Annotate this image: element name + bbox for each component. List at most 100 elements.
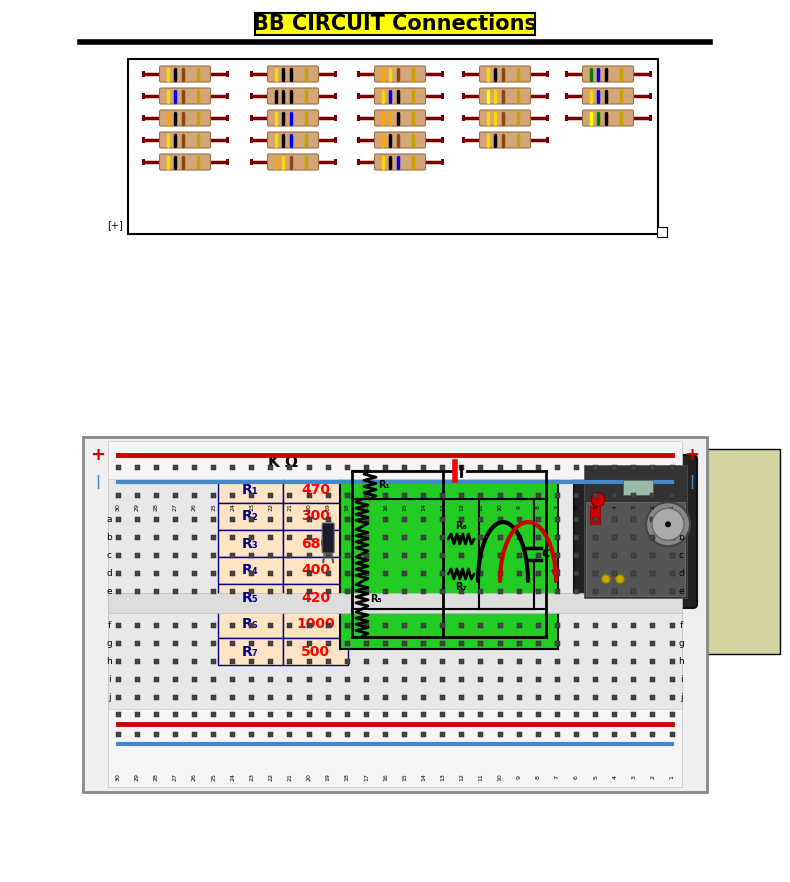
Bar bbox=[402, 731, 407, 736]
Text: 500: 500 bbox=[301, 645, 330, 659]
Bar bbox=[230, 731, 235, 736]
Bar bbox=[565, 93, 567, 99]
Bar bbox=[288, 731, 292, 736]
Bar bbox=[612, 588, 617, 594]
Bar bbox=[249, 517, 254, 521]
Bar bbox=[612, 640, 617, 646]
Bar bbox=[574, 517, 579, 521]
Bar bbox=[325, 492, 331, 497]
Text: b: b bbox=[678, 533, 684, 542]
Bar bbox=[383, 640, 388, 646]
Bar bbox=[134, 659, 140, 663]
Bar bbox=[307, 492, 311, 497]
Bar bbox=[498, 731, 502, 736]
Bar bbox=[173, 676, 178, 682]
Bar bbox=[211, 676, 216, 682]
Bar bbox=[669, 465, 675, 469]
Text: 30: 30 bbox=[115, 773, 121, 781]
Text: 20: 20 bbox=[307, 773, 311, 781]
Bar bbox=[555, 534, 560, 540]
Bar bbox=[574, 552, 579, 557]
Circle shape bbox=[591, 493, 605, 506]
Text: 16: 16 bbox=[383, 774, 388, 781]
Bar bbox=[479, 534, 483, 540]
Bar bbox=[593, 517, 598, 521]
FancyBboxPatch shape bbox=[255, 13, 535, 35]
Bar bbox=[269, 465, 273, 469]
Text: c: c bbox=[107, 550, 111, 559]
Bar bbox=[612, 465, 617, 469]
Bar bbox=[402, 676, 407, 682]
Bar bbox=[269, 588, 273, 594]
Bar bbox=[650, 659, 656, 663]
Bar bbox=[192, 492, 197, 497]
Text: +: + bbox=[91, 446, 106, 464]
Bar bbox=[459, 731, 465, 736]
Bar bbox=[498, 676, 502, 682]
Text: f: f bbox=[679, 621, 683, 630]
Bar bbox=[108, 593, 682, 613]
Bar bbox=[115, 640, 121, 646]
Bar bbox=[517, 712, 521, 716]
Text: R₅: R₅ bbox=[242, 591, 259, 604]
Bar bbox=[307, 712, 311, 716]
Bar bbox=[593, 534, 598, 540]
Text: 12: 12 bbox=[459, 773, 465, 781]
Bar bbox=[192, 534, 197, 540]
Bar bbox=[402, 694, 407, 699]
Bar bbox=[402, 492, 407, 497]
Bar bbox=[307, 640, 311, 646]
Bar bbox=[325, 517, 331, 521]
Bar bbox=[249, 676, 254, 682]
Bar bbox=[536, 534, 541, 540]
Text: 23: 23 bbox=[249, 503, 254, 511]
Bar bbox=[650, 517, 656, 521]
Bar bbox=[383, 552, 388, 557]
Bar bbox=[479, 517, 483, 521]
Bar bbox=[536, 731, 541, 736]
Text: R₇: R₇ bbox=[455, 582, 467, 592]
Bar bbox=[333, 137, 337, 143]
Bar bbox=[211, 731, 216, 736]
Bar bbox=[173, 571, 178, 575]
Text: 14: 14 bbox=[421, 773, 426, 781]
Bar bbox=[173, 731, 178, 736]
FancyBboxPatch shape bbox=[218, 449, 348, 476]
Bar bbox=[650, 640, 656, 646]
Bar bbox=[669, 676, 675, 682]
Bar bbox=[192, 623, 197, 627]
Bar bbox=[555, 694, 560, 699]
Bar bbox=[154, 492, 159, 497]
Bar bbox=[249, 659, 254, 663]
Bar bbox=[631, 712, 636, 716]
FancyBboxPatch shape bbox=[218, 476, 283, 503]
Bar bbox=[154, 694, 159, 699]
Bar bbox=[173, 712, 178, 716]
Bar bbox=[593, 571, 598, 575]
Bar bbox=[364, 640, 369, 646]
Bar bbox=[154, 623, 159, 627]
Bar bbox=[669, 694, 675, 699]
Bar bbox=[325, 588, 331, 594]
Bar bbox=[344, 571, 350, 575]
Bar bbox=[225, 93, 228, 99]
FancyBboxPatch shape bbox=[268, 66, 318, 82]
Bar bbox=[383, 694, 388, 699]
Bar bbox=[441, 115, 443, 121]
Bar bbox=[498, 588, 502, 594]
Bar bbox=[364, 492, 369, 497]
Text: [+]: [+] bbox=[107, 220, 123, 230]
Bar bbox=[649, 93, 652, 99]
Bar bbox=[479, 552, 483, 557]
Bar bbox=[307, 517, 311, 521]
Bar bbox=[288, 588, 292, 594]
Bar bbox=[325, 694, 331, 699]
Bar bbox=[364, 694, 369, 699]
Text: 10: 10 bbox=[498, 503, 502, 511]
Bar bbox=[555, 731, 560, 736]
Bar bbox=[288, 676, 292, 682]
Bar bbox=[574, 731, 579, 736]
Bar bbox=[288, 694, 292, 699]
Bar bbox=[115, 571, 121, 575]
Bar bbox=[555, 552, 560, 557]
